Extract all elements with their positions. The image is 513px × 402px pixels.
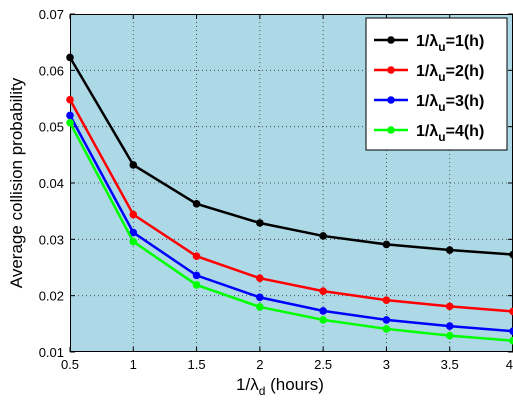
data-point bbox=[509, 327, 513, 335]
y-tick-label: 0.05 bbox=[39, 120, 64, 135]
data-point bbox=[192, 271, 201, 280]
data-point bbox=[129, 161, 138, 169]
data-point bbox=[256, 274, 264, 283]
legend-item: 1/λu=2(h) bbox=[374, 63, 484, 84]
legend-item: 1/λu=1(h) bbox=[374, 33, 484, 54]
x-tick-label: 2 bbox=[256, 357, 263, 372]
data-point bbox=[509, 307, 513, 316]
data-point bbox=[319, 232, 327, 240]
data-point bbox=[192, 200, 201, 208]
data-point bbox=[319, 307, 327, 315]
data-point bbox=[382, 296, 391, 304]
y-tick-label: 0.07 bbox=[39, 7, 64, 22]
data-point bbox=[129, 237, 138, 246]
series-2 bbox=[66, 95, 513, 316]
x-tick-label: 2.5 bbox=[314, 357, 332, 372]
data-point bbox=[445, 302, 454, 311]
series-1 bbox=[66, 53, 513, 259]
data-point bbox=[319, 287, 327, 295]
legend-item: 1/λu=3(h) bbox=[374, 93, 484, 114]
data-point bbox=[382, 316, 391, 324]
data-point bbox=[382, 325, 391, 333]
data-point bbox=[192, 252, 201, 261]
legend-marker bbox=[387, 66, 395, 74]
data-point bbox=[66, 118, 74, 127]
legend: 1/λu=1(h) 1/λu=2(h) 1/λu=3(h) 1/λu=4(h) bbox=[365, 17, 508, 151]
series-line bbox=[68, 122, 513, 342]
data-point bbox=[445, 246, 454, 254]
y-tick-label: 0.04 bbox=[39, 176, 64, 191]
y-tick-label: 0.02 bbox=[39, 289, 64, 304]
legend-marker bbox=[387, 96, 395, 104]
data-point bbox=[445, 322, 454, 330]
data-point bbox=[256, 219, 264, 227]
data-point bbox=[66, 111, 74, 120]
legend-marker bbox=[387, 126, 395, 134]
data-point bbox=[129, 210, 138, 219]
legend-marker bbox=[387, 36, 395, 44]
x-axis-ticks: 0.5 1 1.5 2 2.5 3 3.5 4 bbox=[61, 14, 513, 372]
data-point bbox=[319, 316, 327, 324]
x-axis-label: 1/λd (hours) bbox=[236, 375, 324, 398]
series-4 bbox=[66, 118, 513, 345]
x-tick-label: 0.5 bbox=[61, 357, 79, 372]
data-point bbox=[66, 95, 74, 104]
data-point bbox=[382, 240, 391, 249]
x-tick-label: 3.5 bbox=[441, 357, 459, 372]
legend-label: 1/λu=3(h) bbox=[416, 93, 484, 114]
x-tick-label: 4 bbox=[506, 357, 513, 372]
x-tick-label: 3 bbox=[383, 357, 390, 372]
legend-label: 1/λu=1(h) bbox=[416, 33, 484, 54]
data-point bbox=[129, 228, 138, 237]
legend-label: 1/λu=4(h) bbox=[416, 123, 484, 144]
data-point bbox=[256, 303, 264, 311]
y-tick-label: 0.01 bbox=[39, 345, 64, 360]
series-group bbox=[66, 53, 513, 345]
legend-item: 1/λu=4(h) bbox=[374, 123, 484, 144]
series-3 bbox=[66, 111, 513, 335]
series-line bbox=[68, 99, 513, 313]
legend-label: 1/λu=2(h) bbox=[416, 63, 484, 84]
series-line bbox=[68, 56, 513, 256]
data-point bbox=[509, 250, 513, 259]
y-tick-label: 0.03 bbox=[39, 232, 64, 247]
y-axis-ticks: 0.01 0.02 0.03 0.04 0.05 0.06 0.07 bbox=[39, 7, 513, 360]
x-tick-label: 1 bbox=[130, 357, 137, 372]
series-line bbox=[68, 114, 513, 333]
data-point bbox=[509, 336, 513, 345]
data-point bbox=[192, 281, 201, 289]
data-point bbox=[445, 331, 454, 340]
data-point bbox=[66, 53, 74, 62]
data-point bbox=[256, 293, 264, 302]
y-axis-label: Average collision probability bbox=[7, 77, 26, 288]
y-tick-label: 0.06 bbox=[39, 63, 64, 78]
x-tick-label: 1.5 bbox=[188, 357, 206, 372]
